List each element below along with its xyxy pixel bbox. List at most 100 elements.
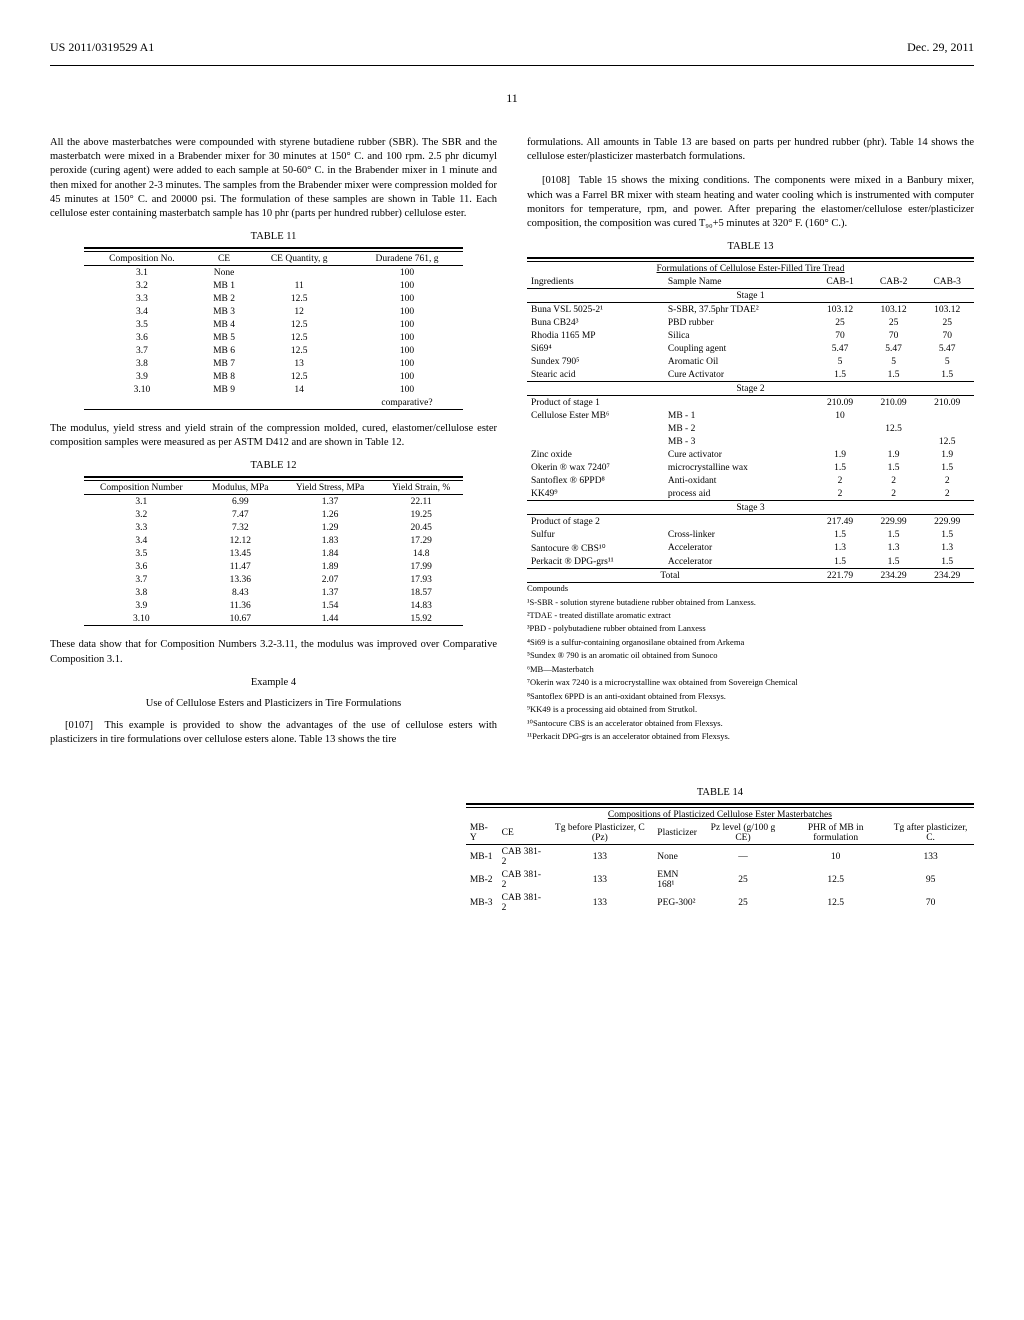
table-row: Rhodia 1165 MPSilica707070 <box>527 329 974 342</box>
t14-h4: Plasticizer <box>653 821 701 845</box>
table-cell <box>813 435 867 448</box>
table-row: 3.4MB 312100 <box>84 305 464 318</box>
table-cell: 1.5 <box>813 368 867 382</box>
table-row: comparative? <box>84 396 464 410</box>
table-cell <box>200 396 248 410</box>
table-cell: 12.5 <box>248 370 351 383</box>
table-cell: 1.5 <box>867 461 921 474</box>
table-cell: Okerin ® wax 7240⁷ <box>527 461 664 474</box>
table-cell: 100 <box>351 266 464 280</box>
t14-h5: Pz level (g/100 g CE) <box>702 821 784 845</box>
stage3-label: Stage 3 <box>527 501 974 515</box>
table-cell: 18.57 <box>379 586 464 599</box>
t14-h6: PHR of MB in formulation <box>784 821 887 845</box>
table-cell: 95 <box>887 868 974 891</box>
example4-title: Use of Cellulose Esters and Plasticizers… <box>50 698 497 709</box>
header-divider <box>50 65 974 66</box>
table-cell: 133 <box>887 845 974 869</box>
table-cell: 5 <box>920 355 974 368</box>
table-cell: 3.7 <box>84 573 200 586</box>
table-cell: CAB 381-2 <box>498 845 547 869</box>
table-cell: 3.9 <box>84 370 201 383</box>
t11-h2: CE <box>200 252 248 266</box>
table-cell: 1.9 <box>867 448 921 461</box>
table-cell: 14 <box>248 383 351 396</box>
table-cell: MB 9 <box>200 383 248 396</box>
table-cell: MB - 3 <box>664 435 813 448</box>
table-cell: 17.29 <box>379 534 464 547</box>
table-cell <box>867 409 921 422</box>
table-cell: CAB 381-2 <box>498 891 547 914</box>
paragraph-1: All the above masterbatches were compoun… <box>50 136 497 221</box>
table-cell: Zinc oxide <box>527 448 664 461</box>
table13-caption: TABLE 13 <box>527 241 974 252</box>
table-cell: 210.09 <box>813 396 867 410</box>
table-cell: 12.5 <box>248 318 351 331</box>
t11-h1: Composition No. <box>84 252 201 266</box>
table-cell: 1.84 <box>281 547 378 560</box>
table-cell: 3.8 <box>84 357 201 370</box>
table-cell: 13.45 <box>199 547 281 560</box>
paragraph-2: The modulus, yield stress and yield stra… <box>50 422 497 450</box>
publication-number: US 2011/0319529 A1 <box>50 40 154 55</box>
footnote-item: ¹⁰Santocure CBS is an accelerator obtain… <box>527 718 974 729</box>
t13-total-label: Total <box>527 569 813 583</box>
table-cell <box>813 422 867 435</box>
table-cell: 1.5 <box>867 368 921 382</box>
table-cell: MB 2 <box>200 292 248 305</box>
table-cell <box>664 515 813 529</box>
table-cell: 10.67 <box>199 612 281 626</box>
table-cell: 1.5 <box>920 555 974 569</box>
table-cell: 8.43 <box>199 586 281 599</box>
table-cell: None <box>653 845 701 869</box>
table-cell: MB-3 <box>466 891 498 914</box>
table-cell: Perkacit ® DPG-grs¹¹ <box>527 555 664 569</box>
table-cell <box>527 422 664 435</box>
table-cell: Buna VSL 5025-2¹ <box>527 303 664 317</box>
table-cell: 70 <box>813 329 867 342</box>
table-cell: 3.4 <box>84 534 200 547</box>
right-column: formulations. All amounts in Table 13 ar… <box>527 136 974 757</box>
table-cell: 100 <box>351 305 464 318</box>
table-cell: 5.47 <box>920 342 974 355</box>
table-cell: 3.6 <box>84 560 200 573</box>
table-cell: 2.07 <box>281 573 378 586</box>
table-cell: 3.10 <box>84 383 201 396</box>
table-cell: Anti-oxidant <box>664 474 813 487</box>
table-cell: 3.1 <box>84 495 200 509</box>
table-cell: 1.5 <box>813 555 867 569</box>
table-cell: 1.83 <box>281 534 378 547</box>
table-cell: 7.47 <box>199 508 281 521</box>
paragraph-3: These data show that for Composition Num… <box>50 638 497 666</box>
table-row: Si69⁴Coupling agent5.475.475.47 <box>527 342 974 355</box>
t14-h7: Tg after plasticizer, C. <box>887 821 974 845</box>
table11-caption: TABLE 11 <box>50 231 497 242</box>
table-cell: 1.26 <box>281 508 378 521</box>
table-cell: — <box>702 845 784 869</box>
stage2-label: Stage 2 <box>527 382 974 396</box>
table-cell: 3.1 <box>84 266 201 280</box>
footnotes: Compounds ¹S-SBR - solution styrene buta… <box>527 583 974 743</box>
table-cell <box>920 409 974 422</box>
table-cell: 11.36 <box>199 599 281 612</box>
table-cell: 3.6 <box>84 331 201 344</box>
table14-container: TABLE 14 Compositions of Plasticized Cel… <box>50 787 974 914</box>
table-cell: 100 <box>351 292 464 305</box>
table-cell: 100 <box>351 344 464 357</box>
table-cell: MB 5 <box>200 331 248 344</box>
table-row: 3.9MB 812.5100 <box>84 370 464 383</box>
table-cell: Cure Activator <box>664 368 813 382</box>
table-cell: 14.83 <box>379 599 464 612</box>
table-cell: 22.11 <box>379 495 464 509</box>
table-row: Product of stage 2217.49229.99229.99 <box>527 515 974 529</box>
table-cell: 12.5 <box>248 331 351 344</box>
table-cell <box>920 422 974 435</box>
table-cell <box>248 266 351 280</box>
table-row: Zinc oxideCure activator1.91.91.9 <box>527 448 974 461</box>
table-cell: CAB 381-2 <box>498 868 547 891</box>
table-cell: 217.49 <box>813 515 867 529</box>
table-cell: 1.54 <box>281 599 378 612</box>
table-14: Compositions of Plasticized Cellulose Es… <box>466 803 974 914</box>
table-row: 3.1010.671.4415.92 <box>84 612 464 626</box>
table-cell: 3.9 <box>84 599 200 612</box>
